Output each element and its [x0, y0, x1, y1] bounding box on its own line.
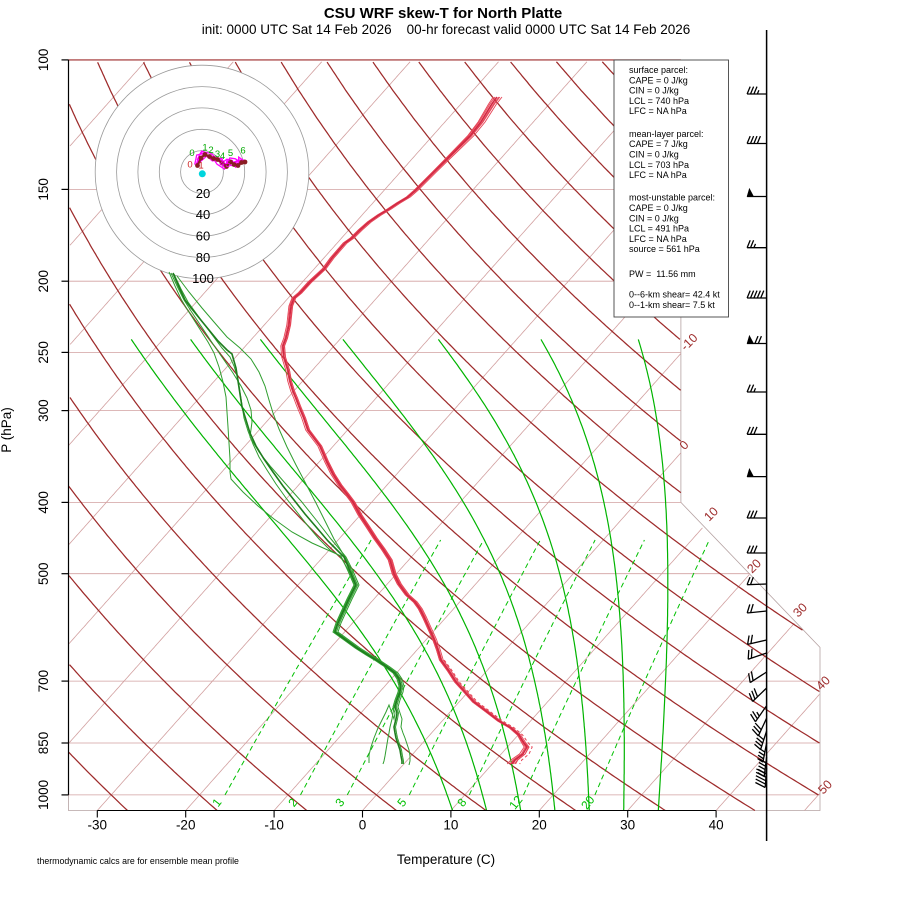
svg-text:60: 60: [196, 229, 210, 244]
svg-text:LFC = NA hPa: LFC = NA hPa: [629, 106, 687, 116]
svg-text:1000: 1000: [36, 780, 51, 810]
svg-text:mean-layer parcel:: mean-layer parcel:: [629, 129, 704, 139]
svg-text:20: 20: [532, 818, 547, 833]
svg-text:40: 40: [709, 818, 724, 833]
svg-text:500: 500: [36, 562, 51, 585]
svg-text:CIN = 0 J/kg: CIN = 0 J/kg: [629, 150, 679, 160]
svg-text:1: 1: [202, 143, 207, 154]
svg-text:P (hPa): P (hPa): [0, 407, 14, 453]
svg-text:-10: -10: [264, 818, 284, 833]
svg-text:150: 150: [36, 178, 51, 201]
svg-text:CSU WRF skew-T for North Platt: CSU WRF skew-T for North Platte: [324, 5, 562, 22]
svg-text:source = 561 hPa: source = 561 hPa: [629, 244, 700, 254]
svg-text:LFC = NA hPa: LFC = NA hPa: [629, 234, 687, 244]
svg-text:40: 40: [196, 207, 210, 222]
svg-text:100: 100: [36, 49, 51, 72]
svg-text:10: 10: [443, 818, 458, 833]
svg-text:6: 6: [240, 146, 245, 157]
svg-text:surface parcel:: surface parcel:: [629, 65, 688, 75]
svg-text:0--6-km shear= 42.4 kt: 0--6-km shear= 42.4 kt: [629, 290, 720, 300]
svg-text:LCL = 703 hPa: LCL = 703 hPa: [629, 160, 689, 170]
svg-text:0: 0: [189, 148, 194, 159]
svg-text:2: 2: [208, 145, 213, 156]
svg-text:80: 80: [196, 250, 210, 265]
svg-text:300: 300: [36, 399, 51, 422]
svg-text:CIN = 0 J/kg: CIN = 0 J/kg: [629, 86, 679, 96]
svg-text:CAPE = 7 J/kg: CAPE = 7 J/kg: [629, 139, 688, 149]
svg-text:CAPE = 0 J/kg: CAPE = 0 J/kg: [629, 75, 688, 85]
svg-text:LCL = 491 hPa: LCL = 491 hPa: [629, 224, 689, 234]
svg-text:LFC = NA hPa: LFC = NA hPa: [629, 170, 687, 180]
svg-text:thermodynamic calcs are for en: thermodynamic calcs are for ensemble mea…: [37, 856, 239, 866]
svg-text:0: 0: [187, 160, 192, 171]
svg-text:4: 4: [220, 151, 225, 162]
svg-text:250: 250: [36, 341, 51, 364]
svg-text:20: 20: [196, 186, 210, 201]
svg-text:30: 30: [620, 818, 635, 833]
svg-text:Temperature (C): Temperature (C): [397, 852, 495, 867]
svg-text:400: 400: [36, 491, 51, 514]
svg-text:5: 5: [225, 159, 230, 170]
svg-text:-30: -30: [88, 818, 108, 833]
svg-text:init: 0000 UTC Sat 14 Feb 2026: init: 0000 UTC Sat 14 Feb 2026 00-hr for…: [202, 22, 691, 37]
svg-text:100: 100: [192, 271, 214, 286]
svg-text:3: 3: [215, 149, 220, 160]
svg-text:0: 0: [359, 818, 367, 833]
svg-text:1: 1: [198, 161, 203, 172]
svg-text:CIN = 0 J/kg: CIN = 0 J/kg: [629, 213, 679, 223]
svg-text:5: 5: [228, 148, 233, 159]
svg-text:CAPE = 0 J/kg: CAPE = 0 J/kg: [629, 203, 688, 213]
svg-text:0--1-km shear= 7.5 kt: 0--1-km shear= 7.5 kt: [629, 300, 715, 310]
svg-text:850: 850: [36, 732, 51, 755]
svg-text:PW = 11.56 mm: PW = 11.56 mm: [629, 269, 696, 279]
svg-text:700: 700: [36, 670, 51, 693]
svg-text:LCL = 740 hPa: LCL = 740 hPa: [629, 96, 689, 106]
svg-text:4: 4: [219, 159, 224, 170]
svg-text:most-unstable parcel:: most-unstable parcel:: [629, 193, 715, 203]
svg-text:200: 200: [36, 270, 51, 293]
svg-text:-20: -20: [176, 818, 196, 833]
